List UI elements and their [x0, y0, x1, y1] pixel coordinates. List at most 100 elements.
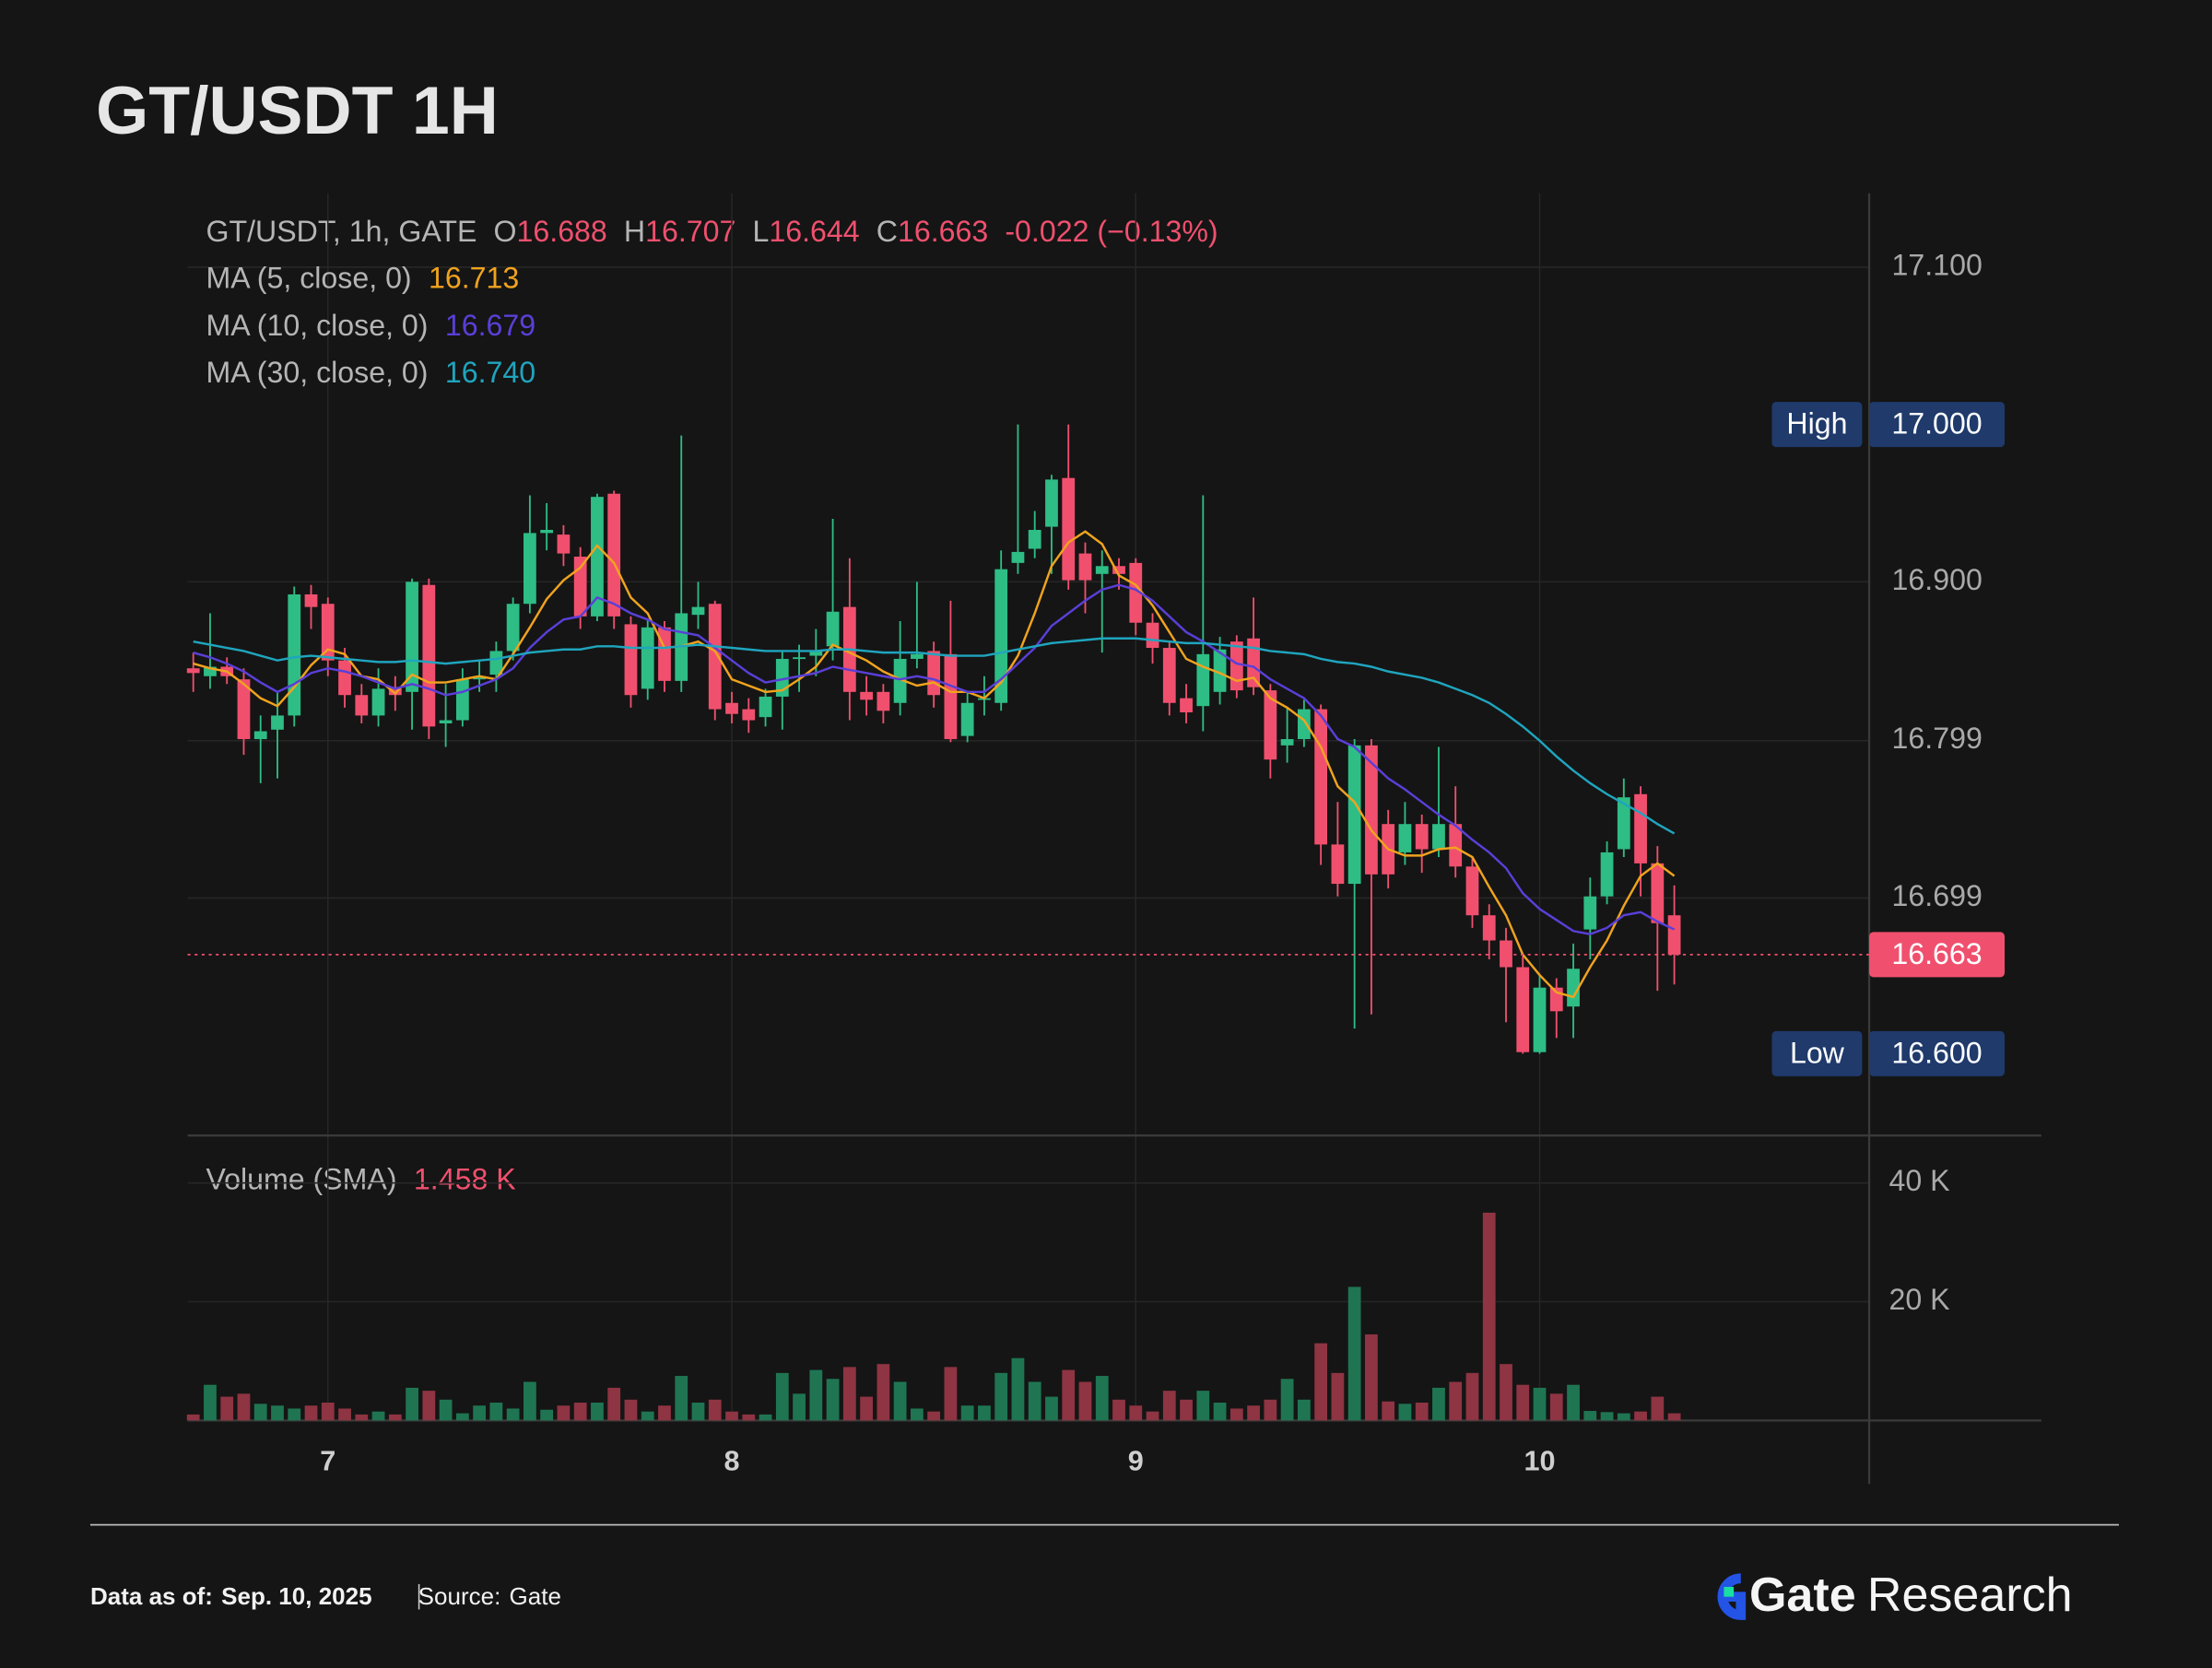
change: -0.022 (−0.13%)	[1005, 216, 1218, 249]
volume-bar	[607, 1387, 621, 1421]
volume-bar	[1398, 1404, 1412, 1421]
candle-body	[388, 687, 402, 696]
logo-icon	[1717, 1573, 1747, 1620]
volume-bar	[1045, 1396, 1058, 1421]
candle-body	[439, 720, 453, 723]
marker-name-box	[1771, 1030, 1863, 1076]
volume-bar	[321, 1403, 335, 1421]
candle-body	[1264, 690, 1277, 760]
logo-brand: Gate Research	[1749, 1568, 2073, 1622]
candle-body	[1078, 553, 1092, 581]
volume-bar	[978, 1405, 991, 1421]
volume-bar	[1347, 1286, 1361, 1421]
y-tick-label: 16.799	[1892, 722, 1983, 755]
volume-bar	[675, 1376, 688, 1421]
legend-name: MA (30, close, 0)	[206, 357, 428, 390]
volume-bar	[1617, 1413, 1630, 1421]
candle-body	[557, 534, 571, 554]
volume-bar	[742, 1414, 756, 1421]
candle-body	[1230, 641, 1243, 691]
volume-bar	[524, 1381, 536, 1421]
volume-bar	[1180, 1399, 1193, 1421]
volume-bar	[1028, 1381, 1041, 1421]
ma-line	[193, 583, 1676, 935]
candle-body	[355, 695, 369, 716]
candle-body	[1516, 967, 1530, 1052]
last-price-label: 16.663	[1891, 937, 1982, 970]
date-label: Data as of:	[90, 1582, 213, 1610]
candle-body	[506, 604, 520, 652]
last-price-tag	[1869, 932, 2005, 978]
candle-body	[708, 604, 722, 710]
candle-body	[1667, 915, 1681, 955]
volume-bar	[304, 1405, 318, 1421]
candle-body	[1213, 649, 1227, 692]
ma-legend: MA (30, close, 0) 16.740	[206, 357, 535, 390]
candle-body	[944, 653, 958, 740]
ohlc-header: GT/USDT, 1h, GATE O16.688 H16.707 L16.64…	[206, 216, 1218, 249]
footer-text: Data as of: Sep. 10, 2025 Source: Gate	[90, 1582, 561, 1610]
volume-bar	[624, 1399, 638, 1421]
candle-body	[1331, 844, 1345, 885]
volume-bar	[1365, 1333, 1378, 1421]
volume-sma: 1.458 K	[414, 1163, 516, 1196]
ohlc-value: 16.688	[517, 216, 607, 249]
candle-body	[860, 691, 873, 700]
candle-body	[1482, 915, 1496, 941]
volume-bar	[473, 1405, 487, 1421]
candle-body	[759, 696, 772, 718]
candle-body	[1112, 566, 1125, 574]
candle-body	[607, 493, 621, 617]
ohlc-label: C	[877, 216, 898, 249]
volume-bar	[1516, 1384, 1530, 1421]
y-tick-label: 17.100	[1892, 248, 1983, 281]
candle-body	[371, 688, 385, 716]
candle-body	[793, 657, 806, 660]
candle-body	[288, 593, 301, 716]
volume-bar	[355, 1414, 369, 1421]
volume-bar	[573, 1403, 587, 1421]
candle-body	[473, 675, 487, 680]
ohlc-value: 16.644	[769, 216, 859, 249]
marker-value: 17.000	[1891, 407, 1982, 440]
ma-legend: MA (10, close, 0) 16.679	[206, 309, 535, 342]
symbol: GT/USDT, 1h, GATE	[206, 216, 477, 249]
candle-body	[406, 581, 418, 692]
volume-bar	[1449, 1381, 1463, 1421]
volume-bar	[1314, 1343, 1328, 1421]
candle-body	[877, 691, 890, 711]
candle-body	[994, 569, 1008, 703]
volume-bar	[1567, 1384, 1580, 1421]
volume-bar	[253, 1404, 267, 1421]
legend-value: 16.713	[429, 262, 519, 295]
candle-body	[1280, 739, 1294, 746]
volume-bar	[893, 1381, 907, 1421]
ma-legend: MA (5, close, 0) 16.713	[206, 262, 519, 295]
volume-bar	[1146, 1411, 1159, 1421]
volume-bar	[1213, 1403, 1227, 1421]
candle-body	[455, 679, 469, 721]
candle-body	[1634, 793, 1647, 863]
candle-body	[1129, 562, 1143, 623]
volume-bar	[371, 1411, 385, 1421]
volume-bar	[591, 1403, 604, 1421]
volume-bar	[826, 1379, 840, 1421]
candle-body	[1196, 653, 1210, 707]
volume-bar	[1634, 1411, 1647, 1421]
candle-body	[624, 624, 638, 696]
candle-body	[1095, 566, 1109, 574]
legend-name: MA (10, close, 0)	[206, 309, 428, 342]
volume-bar	[1667, 1413, 1681, 1421]
candle-body	[910, 653, 924, 659]
volume-bar	[1533, 1387, 1547, 1421]
volume-bar	[204, 1384, 217, 1421]
source-label: Source:	[418, 1582, 501, 1610]
date: Sep. 10, 2025	[221, 1582, 371, 1610]
ma-line	[193, 530, 1676, 999]
candle-body	[1465, 866, 1479, 916]
volume-bar	[338, 1408, 351, 1421]
volume-bar	[927, 1411, 941, 1421]
marker-value-box	[1869, 1030, 2005, 1076]
candle-body	[1180, 698, 1193, 713]
volume-bar	[1500, 1364, 1512, 1421]
